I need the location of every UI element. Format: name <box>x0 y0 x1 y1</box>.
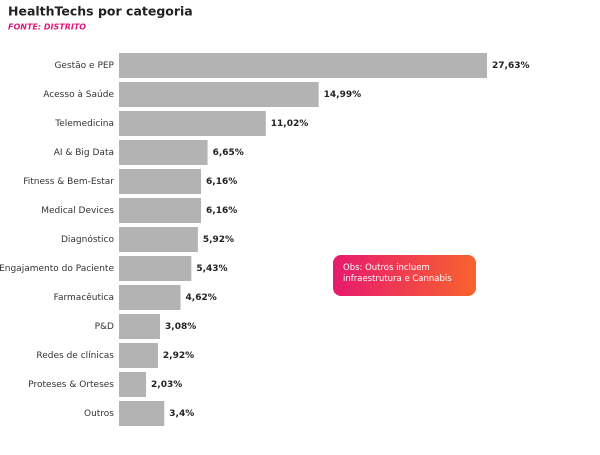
y-tick-label: Telemedicina <box>54 119 114 129</box>
bar <box>119 314 161 339</box>
chart-subtitle: FONTE: DISTRITO <box>8 23 86 32</box>
bar <box>119 343 158 368</box>
bar <box>119 82 319 107</box>
value-label: 27,63% <box>492 61 530 71</box>
y-tick-label: Farmacêutica <box>54 292 114 303</box>
value-label: 11,02% <box>271 119 309 129</box>
value-label: 2,03% <box>151 380 182 390</box>
value-label: 3,4% <box>169 409 194 419</box>
bar <box>119 401 165 426</box>
y-tick-label: P&D <box>95 322 114 332</box>
y-tick-label: Engajamento do Paciente <box>0 264 114 274</box>
y-tick-label: Redes de clínicas <box>36 351 114 361</box>
value-label: 4,62% <box>186 293 217 303</box>
y-tick-label: Acesso à Saúde <box>43 90 114 100</box>
bar <box>119 198 202 223</box>
bar <box>119 227 198 252</box>
value-label: 2,92% <box>163 351 194 361</box>
value-label: 6,16% <box>206 177 237 187</box>
bar <box>119 53 487 78</box>
bar <box>119 111 266 136</box>
value-label: 14,99% <box>324 90 362 100</box>
bar <box>119 140 208 165</box>
value-label: 5,92% <box>203 235 234 245</box>
value-label: 5,43% <box>196 264 227 274</box>
y-tick-label: Medical Devices <box>41 206 114 216</box>
y-tick-label: Outros <box>84 409 114 419</box>
y-tick-label: AI & Big Data <box>54 148 114 158</box>
annotation: Obs: Outros incluem infraestrutura e Can… <box>333 255 476 296</box>
y-tick-label: Diagnóstico <box>61 234 115 245</box>
chart-title: HealthTechs por categoria <box>8 4 193 19</box>
y-tick-label: Fitness & Bem-Estar <box>23 177 114 187</box>
y-tick-label: Proteses & Orteses <box>28 380 114 390</box>
y-tick-label: Gestão e PEP <box>54 61 114 71</box>
bar <box>119 285 181 310</box>
value-label: 3,08% <box>165 322 196 332</box>
bar <box>119 169 202 194</box>
value-label: 6,65% <box>213 148 244 158</box>
value-label: 6,16% <box>206 206 237 216</box>
bar <box>119 372 147 397</box>
bar <box>119 256 192 281</box>
